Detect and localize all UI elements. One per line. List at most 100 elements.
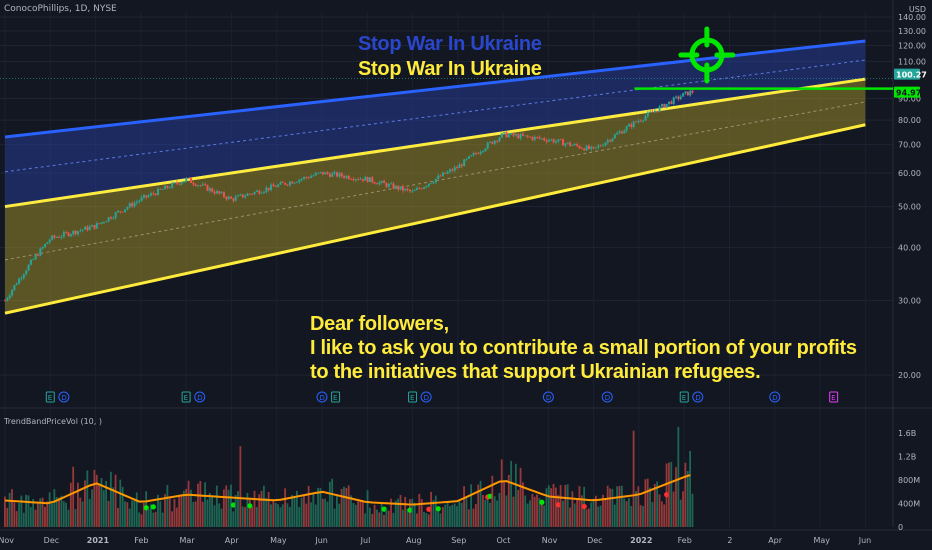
volume-bar-169 [401,509,404,527]
volume-bar-197 [467,509,470,527]
candle-body-155 [368,177,371,183]
volume-y-tick-2: 800M [898,476,920,485]
candle-body-165 [392,183,395,189]
candle-body-220 [522,134,525,136]
candle-body-51 [124,209,127,212]
event-label-11: D [695,394,700,402]
event-label-10: E [682,394,686,402]
volume-bar-233 [552,483,555,527]
candle-body-252 [597,145,600,148]
volume-bar-167 [397,498,400,527]
volume-bar-236 [559,485,562,527]
volume-bar-163 [387,510,390,527]
candle-body-105 [251,193,254,195]
volume-bar-75 [180,494,183,527]
candle-body-162 [385,183,388,187]
volume-bar-215 [510,460,513,527]
candle-body-73 [175,182,178,184]
volume-bar-25 [62,501,65,527]
message-line-2: I like to ask you to contribute a small … [310,337,857,359]
volume-bar-64 [154,511,157,527]
volume-bar-231 [547,485,550,527]
y-tick-label-4: 60.00 [898,169,921,178]
candle-body-280 [663,104,666,108]
candle-body-193 [458,164,461,168]
volume-bar-158 [376,509,378,527]
candle-body-54 [131,203,134,207]
volume-bar-232 [550,488,553,527]
volume-signal-dot-235 [555,502,561,508]
volume-bar-95 [227,489,230,527]
candle-body-82 [197,185,200,187]
volume-bar-77 [185,488,188,527]
volume-bar-16 [41,497,44,527]
volume-bar-277 [656,481,659,527]
volume-bar-211 [500,459,503,527]
candle-body-86 [206,184,209,191]
volume-bar-275 [651,502,654,527]
candle-body-129 [307,177,310,179]
volume-bar-65 [157,494,159,527]
volume-bar-196 [465,496,468,527]
channel-fill-0 [5,40,866,207]
volume-bar-183 [434,495,437,527]
volume-bar-258 [611,488,614,527]
volume-bar-176 [418,493,421,527]
candle-body-133 [317,172,320,174]
candle-body-277 [656,110,659,112]
volume-bar-43 [105,480,108,527]
volume-bar-208 [493,496,496,527]
volume-bar-240 [569,507,571,527]
volume-bar-271 [642,506,644,527]
candle-body-194 [460,164,463,167]
x-tick-label-7: Jun [314,536,328,545]
volume-bar-201 [477,484,480,527]
x-tick-label-17: Apr [768,536,783,545]
event-label-0: E [48,394,52,402]
candle-body-204 [484,148,487,151]
volume-bar-266 [630,505,633,527]
volume-bar-113 [270,504,272,527]
volume-bar-32 [79,497,82,527]
volume-bar-55 [133,500,136,527]
volume-bar-110 [263,485,265,527]
candle-body-189 [449,169,452,172]
volume-bar-12 [32,498,35,527]
volume-bar-148 [352,503,355,527]
candle-body-120 [286,184,289,186]
volume-bar-194 [460,502,463,527]
volume-bar-67 [161,512,164,527]
candle-body-31 [76,231,79,235]
volume-bar-112 [267,491,270,527]
volume-bar-265 [627,498,630,527]
volume-bar-38 [93,469,96,527]
volume-bar-91 [218,503,221,527]
candle-body-249 [590,146,593,150]
volume-bar-6 [18,502,20,527]
volume-bar-53 [128,508,131,527]
candle-body-91 [218,191,221,194]
candle-body-76 [182,181,185,183]
candle-body-184 [437,175,440,179]
volume-bar-245 [580,495,583,527]
volume-bar-17 [44,506,46,527]
volume-bar-41 [100,478,103,527]
candle-body-219 [519,134,522,139]
x-tick-label-12: Nov [542,536,558,545]
candle-body-215 [510,133,513,135]
candle-body-119 [284,182,287,185]
candle-body-275 [651,111,654,113]
volume-bar-173 [411,498,414,527]
volume-bar-115 [274,502,277,527]
event-label-1: D [61,394,66,402]
candle-body-19 [48,239,51,243]
volume-y-tick-0: 0 [898,523,903,532]
volume-bar-100 [239,446,242,527]
volume-bar-192 [456,506,458,527]
volume-bar-90 [215,485,218,527]
volume-bar-81 [194,501,197,527]
volume-bar-71 [171,511,173,527]
volume-bar-97 [232,511,235,527]
candle-body-126 [300,178,303,180]
candle-body-287 [679,96,682,99]
